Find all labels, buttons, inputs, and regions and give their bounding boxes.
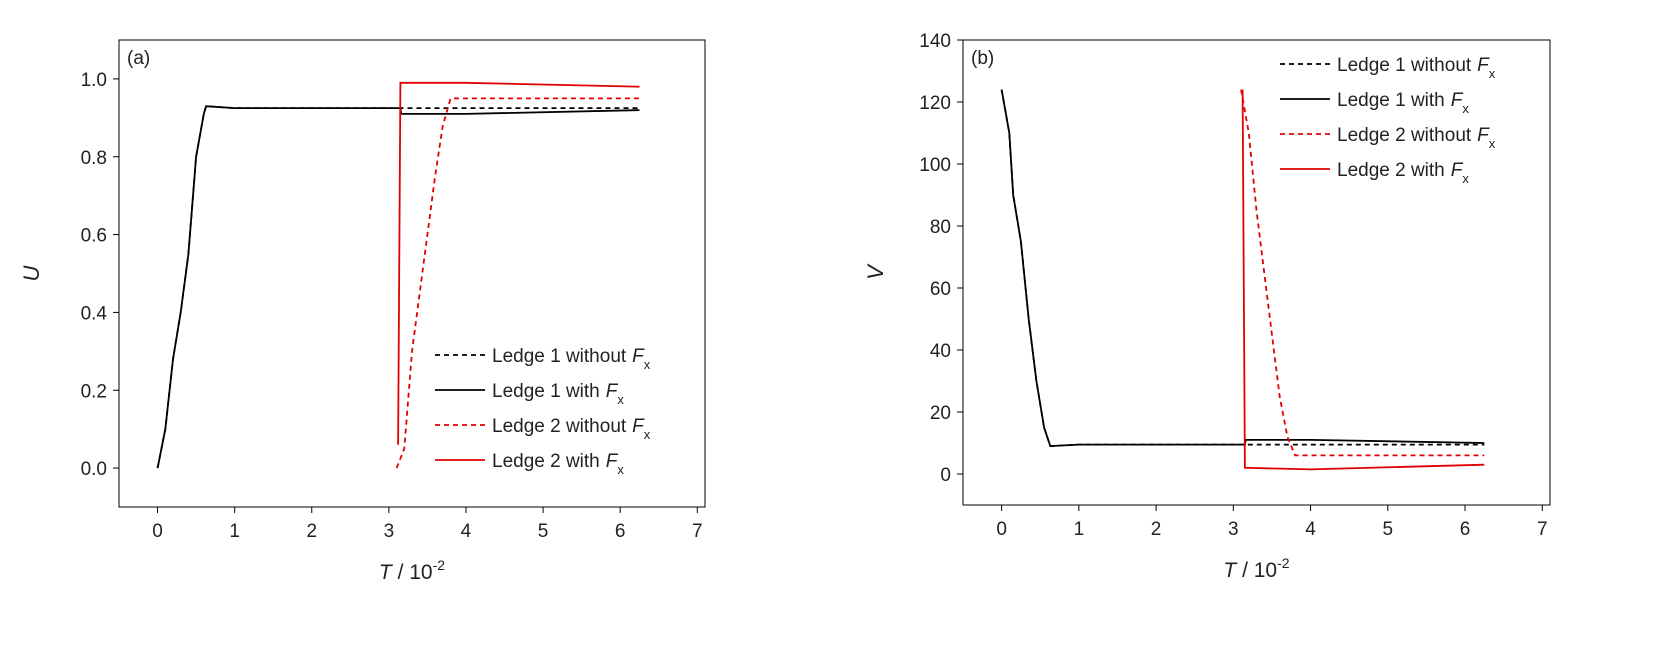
legend-subscript: x: [1462, 171, 1469, 186]
legend-name: Ledge 2 with: [492, 451, 600, 472]
legend-symbol: F: [1451, 90, 1464, 111]
x-tick-label: 4: [1305, 519, 1316, 540]
x-axis-symbol: T: [379, 561, 394, 584]
legend-label: Ledge 2 with Fx: [492, 451, 624, 477]
legend-subscript: x: [1489, 66, 1496, 81]
legend-symbol: F: [1451, 160, 1464, 181]
legend-name: Ledge 1 with: [492, 381, 600, 402]
y-tick-label: 60: [930, 279, 951, 300]
legend-label: Ledge 2 without Fx: [492, 416, 651, 442]
legend-name: Ledge 1 without: [1337, 55, 1472, 76]
x-tick-label: 5: [538, 521, 549, 542]
y-tick-label: 80: [930, 217, 951, 238]
x-axis-symbol: T: [1223, 559, 1238, 582]
panel-label: (a): [127, 48, 150, 69]
legend-label: Ledge 1 with Fx: [1337, 90, 1469, 116]
y-tick-label: 0.2: [81, 381, 107, 402]
x-axis-label: T / 10-2: [1223, 555, 1289, 582]
legend-label: Ledge 1 without Fx: [492, 346, 651, 372]
x-tick-label: 6: [615, 521, 626, 542]
panel-label: (b): [971, 48, 994, 69]
legend-name: Ledge 1 without: [492, 346, 627, 367]
legend-symbol: F: [606, 381, 619, 402]
x-tick-label: 3: [384, 521, 395, 542]
x-axis-unit: / 10: [1236, 559, 1277, 582]
y-tick-label: 20: [930, 403, 951, 424]
plot-frame: [118, 39, 706, 508]
y-axis-label: V: [863, 263, 888, 280]
legend-symbol: F: [632, 346, 645, 367]
y-tick-label: 100: [919, 155, 951, 176]
y-tick-label: 0.6: [81, 226, 107, 247]
y-tick-label: 140: [919, 31, 951, 52]
x-tick-label: 4: [461, 521, 472, 542]
y-axis-label: U: [19, 265, 44, 281]
y-tick-label: 0.8: [81, 148, 107, 169]
x-tick-label: 7: [692, 521, 703, 542]
legend-name: Ledge 2 without: [1337, 125, 1472, 146]
legend-symbol: F: [1477, 125, 1490, 146]
x-tick-label: 1: [229, 521, 240, 542]
panel: 0 1 2 3 4 5 6 7 0 20 40 60 80 100 120 140 (b) V T / 10-2 Le…: [863, 31, 1551, 582]
panel: 0 1 2 3 4 5 6 7 0.0 0.2 0.4 0.6 0.8 1.0 (a) U T / 10-2 Le…: [19, 39, 706, 584]
x-axis-exponent: -2: [433, 557, 446, 573]
series-line: [395, 97, 640, 469]
legend-name: Ledge 2 without: [492, 416, 627, 437]
y-tick-label: 0.0: [81, 459, 107, 480]
plot-frame: [962, 39, 1551, 506]
y-tick-label: 0: [940, 465, 951, 486]
x-tick-label: 7: [1537, 519, 1548, 540]
x-axis-exponent: -2: [1277, 555, 1290, 571]
y-tick-label: 0.4: [81, 303, 108, 324]
legend-subscript: x: [644, 357, 651, 372]
x-tick-label: 6: [1460, 519, 1471, 540]
series-line: [397, 81, 640, 445]
series-line: [156, 105, 640, 469]
x-tick-label: 3: [1228, 519, 1239, 540]
series-line: [1240, 89, 1485, 457]
legend-subscript: x: [1462, 101, 1469, 116]
legend-name: Ledge 2 with: [1337, 160, 1445, 181]
legend-subscript: x: [617, 462, 624, 477]
x-tick-label: 2: [1151, 519, 1162, 540]
legend-subscript: x: [1489, 136, 1496, 151]
y-tick-label: 40: [930, 341, 951, 362]
y-tick-label: 120: [919, 93, 951, 114]
legend-symbol: F: [632, 416, 645, 437]
legend-label: Ledge 1 without Fx: [1337, 55, 1496, 81]
x-axis-unit: / 10: [392, 561, 433, 584]
x-tick-label: 1: [1074, 519, 1085, 540]
legend-symbol: F: [1477, 55, 1490, 76]
legend-subscript: x: [617, 392, 624, 407]
legend-label: Ledge 2 with Fx: [1337, 160, 1469, 186]
x-axis-label: T / 10-2: [379, 557, 445, 584]
x-tick-label: 5: [1383, 519, 1394, 540]
x-tick-label: 0: [996, 519, 1007, 540]
legend-symbol: F: [606, 451, 619, 472]
x-tick-label: 2: [306, 521, 317, 542]
series-line: [1241, 89, 1485, 471]
legend-name: Ledge 1 with: [1337, 90, 1445, 111]
legend-label: Ledge 1 with Fx: [492, 381, 624, 407]
x-tick-label: 0: [152, 521, 163, 542]
series-line: [1000, 89, 1485, 448]
legend-subscript: x: [644, 427, 651, 442]
y-tick-label: 1.0: [81, 70, 107, 91]
legend-label: Ledge 2 without Fx: [1337, 125, 1496, 151]
